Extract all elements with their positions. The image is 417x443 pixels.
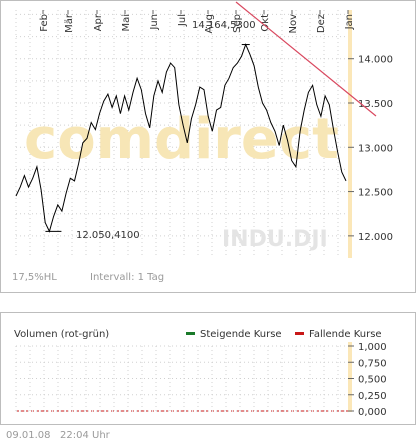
x-tick-label: Dez [316, 14, 327, 33]
volume-y-ticks: 0,000 0,250 0,500 0,750 1,000 [16, 342, 387, 418]
x-tick-label: Jul [177, 14, 188, 27]
footer-time: 22:04 Uhr [60, 430, 111, 441]
volume-title: Volumen (rot-grün) [14, 329, 109, 340]
y-tick-label: 12.000 [358, 232, 393, 243]
interval-info: Intervall: 1 Tag [90, 272, 164, 283]
x-tick-label: Feb [39, 14, 50, 32]
low-label: 12.050,4100 [76, 230, 140, 241]
footer-date: 09.01.08 [6, 430, 51, 441]
volume-today-marker [348, 342, 352, 412]
symbol-watermark: INDU.DJI [222, 227, 328, 252]
high-label: 14.164,5300 [192, 20, 256, 31]
trend-line [235, 1, 377, 117]
volume-y-tick-label: 0,000 [358, 407, 387, 418]
x-tick-label: Jun [149, 14, 160, 31]
y-tick-label: 14.000 [358, 55, 393, 66]
volume-y-tick-label: 1,000 [358, 342, 387, 353]
x-tick-label: Nov [288, 14, 299, 34]
y-axis-ticks: 12.000 12.500 13.000 13.500 14.000 [348, 55, 393, 243]
price-chart-frame [0, 0, 416, 293]
legend-down-label: Fallende Kurse [309, 329, 382, 340]
range-info: 17,5%HL [12, 272, 57, 283]
x-tick-label: Aug [204, 14, 215, 34]
x-tick-label: Okt [260, 14, 271, 32]
legend-up-swatch [186, 332, 195, 335]
price-grid [15, 10, 348, 258]
x-tick-label: Sep [232, 14, 243, 33]
x-tick-label: Jan [344, 14, 355, 30]
price-line [15, 43, 347, 233]
x-tick-label: Apr [93, 13, 104, 31]
y-tick-label: 13.000 [358, 143, 393, 154]
y-tick-label: 12.500 [358, 188, 393, 199]
legend-up-label: Steigende Kurse [200, 329, 282, 340]
volume-y-tick-label: 0,750 [358, 358, 387, 369]
x-tick-label: Mär [64, 13, 75, 33]
legend-down-swatch [295, 332, 304, 335]
volume-panel-frame [0, 312, 416, 425]
today-marker [348, 10, 352, 258]
volume-y-tick-label: 0,250 [358, 391, 387, 402]
volume-y-tick-label: 0,500 [358, 375, 387, 386]
x-tick-label: Mai [121, 14, 132, 32]
x-axis-ticks: Feb Mär Apr Mai Jun Jul Aug Sep Okt Nov Dez Jan [39, 10, 355, 34]
y-tick-label: 13.500 [358, 99, 393, 110]
